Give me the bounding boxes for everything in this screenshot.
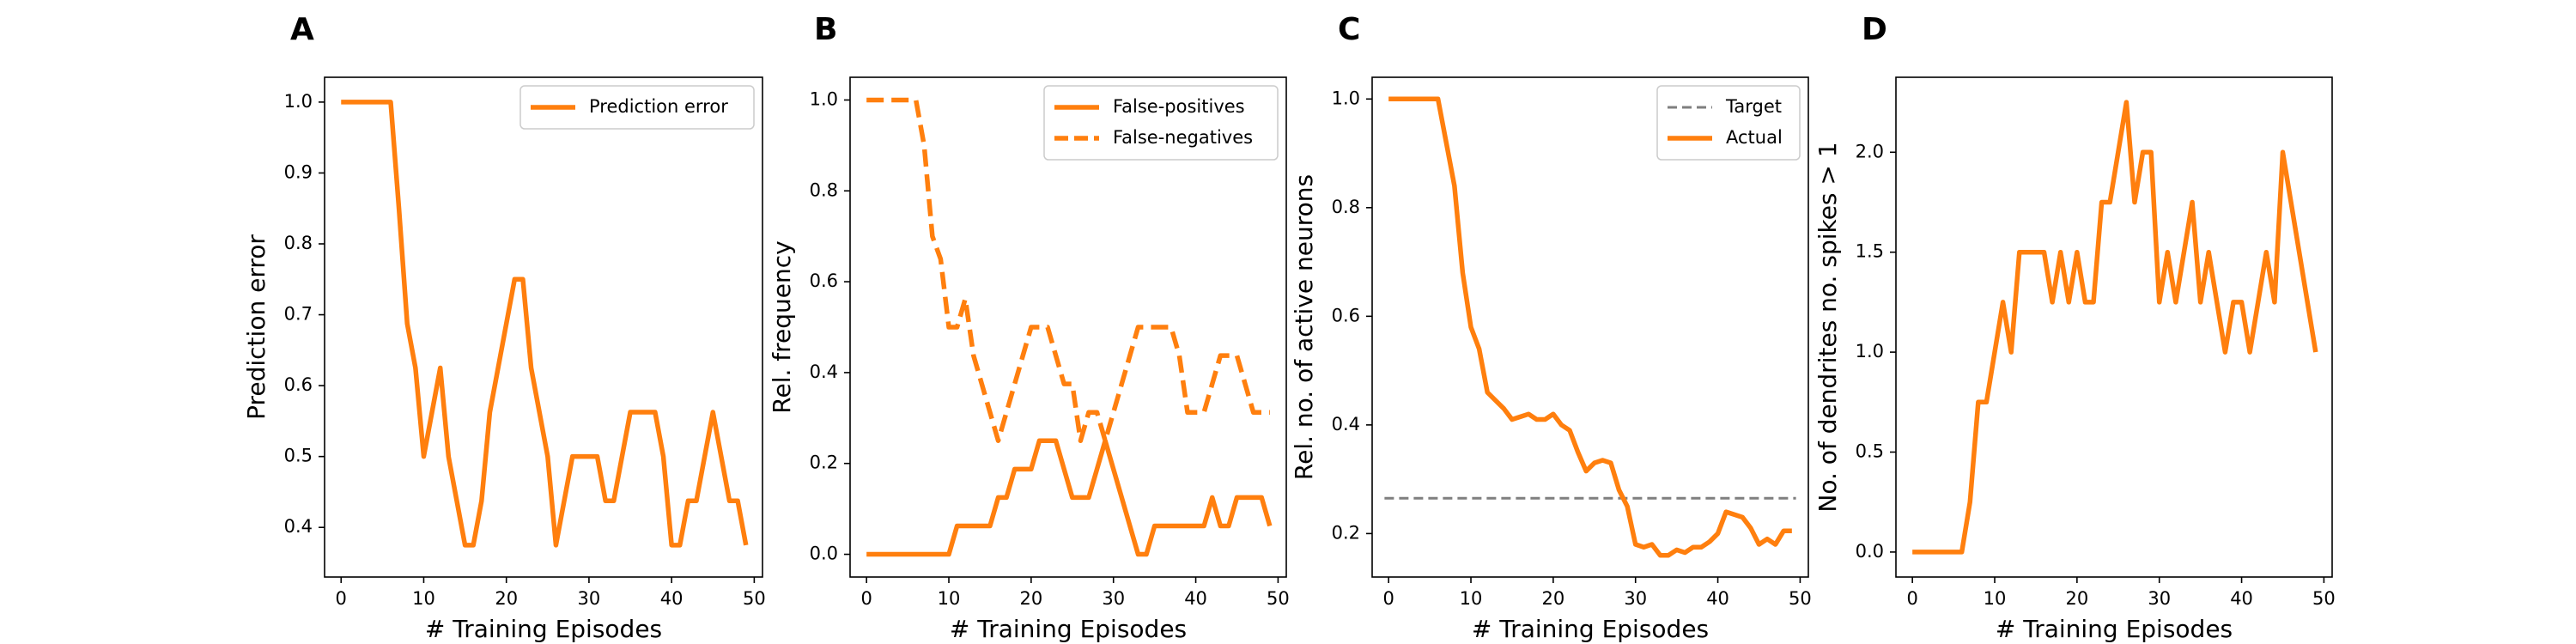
y-tick-label: 0.8: [810, 179, 838, 200]
y-tick-label: 0.4: [810, 361, 838, 382]
chart-panel-c: C 0 10 20 30 40 50 0.2 0.4 0.6 0.8 1.0 # Training Ep…: [1290, 12, 1812, 643]
x-tick-label: 20: [1542, 588, 1565, 609]
series-line-2: [1388, 99, 1792, 555]
x-tick-label: 40: [1184, 588, 1207, 609]
x-tick-label: 40: [1706, 588, 1729, 609]
y-tick-label: 0.6: [1332, 305, 1360, 325]
x-tick-label: 10: [1984, 588, 2007, 609]
x-tick-label: 50: [1789, 588, 1812, 609]
x-tick-label: 0: [1906, 588, 1917, 609]
x-tick-label: 40: [660, 588, 683, 609]
series-line-1: [1912, 102, 2316, 552]
x-axis-label: # Training Episodes: [1996, 615, 2233, 643]
y-tick-label: 0.7: [284, 304, 313, 325]
y-tick-label: 1.5: [1856, 241, 1884, 262]
y-axis-label: No. of dendrites no. spikes > 1: [1814, 142, 1842, 512]
legend: Target Actual: [1657, 86, 1800, 160]
y-tick-label: 0.5: [284, 446, 313, 466]
y-tick-label: 0.0: [810, 544, 838, 564]
legend-label: Target: [1725, 96, 1782, 117]
x-tick-label: 10: [1460, 588, 1483, 609]
legend-label: False-positives: [1113, 96, 1245, 117]
chart-panel-d: D 0 10 20 30 40 50 0.0 0.5 1.0 1.5 2.0 # Training Ep…: [1814, 12, 2336, 643]
legend: Prediction error: [520, 86, 754, 129]
x-axis-label: # Training Episodes: [425, 615, 662, 643]
chart-panel-b: B 0 10 20 30 40 50 0.0 0.2 0.4 0.6 0.8 1.0 # Training…: [768, 12, 1290, 643]
y-tick-label: 0.8: [1332, 197, 1360, 217]
series-line-1: [341, 102, 746, 545]
x-tick-label: 20: [2066, 588, 2089, 609]
x-tick-label: 0: [1382, 588, 1394, 609]
panel-letter: C: [1338, 12, 1360, 47]
y-tick-label: 0.4: [284, 516, 313, 537]
x-tick-label: 20: [1020, 588, 1043, 609]
legend: False-positives False-negatives: [1044, 86, 1278, 160]
y-tick-label: 0.4: [1332, 414, 1360, 434]
x-tick-label: 40: [2230, 588, 2253, 609]
y-tick-label: 1.0: [810, 88, 838, 109]
y-axis-label: Rel. no. of active neurons: [1290, 174, 1318, 480]
series-line-1: [866, 440, 1270, 554]
panel-letter: D: [1862, 12, 1887, 47]
x-tick-label: 50: [743, 588, 766, 609]
axes-frame: [1896, 77, 2332, 577]
x-tick-label: 30: [578, 588, 601, 609]
legend-label: False-negatives: [1113, 127, 1253, 148]
y-tick-label: 0.6: [284, 374, 313, 395]
legend-label: Actual: [1726, 127, 1783, 148]
y-tick-label: 2.0: [1856, 141, 1884, 161]
x-tick-label: 0: [336, 588, 347, 609]
series-group: [1912, 102, 2316, 552]
x-tick-label: 50: [1267, 588, 1290, 609]
x-tick-label: 20: [495, 588, 518, 609]
series-group: [341, 102, 746, 545]
y-tick-label: 0.0: [1856, 541, 1884, 562]
y-tick-label: 0.2: [1332, 522, 1360, 543]
x-axis-label: # Training Episodes: [950, 615, 1187, 643]
x-tick-label: 30: [1624, 588, 1647, 609]
panel-letter: B: [814, 12, 837, 47]
y-tick-label: 1.0: [1856, 341, 1884, 361]
x-tick-label: 0: [860, 588, 872, 609]
y-tick-label: 0.5: [1856, 441, 1884, 462]
y-tick-label: 1.0: [284, 91, 313, 112]
x-axis-label: # Training Episodes: [1472, 615, 1709, 643]
x-tick-label: 50: [2312, 588, 2336, 609]
y-tick-label: 0.9: [284, 161, 313, 182]
series-group: [866, 100, 1270, 554]
x-tick-label: 30: [2148, 588, 2171, 609]
x-tick-label: 10: [412, 588, 435, 609]
legend-label: Prediction error: [589, 96, 728, 117]
x-tick-label: 10: [938, 588, 961, 609]
y-tick-label: 0.6: [810, 270, 838, 291]
y-tick-label: 1.0: [1332, 88, 1360, 108]
y-tick-label: 0.2: [810, 453, 838, 473]
panel-letter: A: [290, 12, 314, 47]
x-tick-label: 30: [1102, 588, 1125, 609]
series-group: [1384, 99, 1795, 555]
y-axis-label: Rel. frequency: [768, 240, 796, 413]
y-tick-label: 0.8: [284, 233, 313, 253]
y-axis-label: Prediction error: [242, 234, 270, 420]
chart-panel-a: A 0 10 20 30 40 50 0.4 0.5 0.6 0.7 0.8 0.9 1.0 # Train…: [242, 12, 766, 643]
